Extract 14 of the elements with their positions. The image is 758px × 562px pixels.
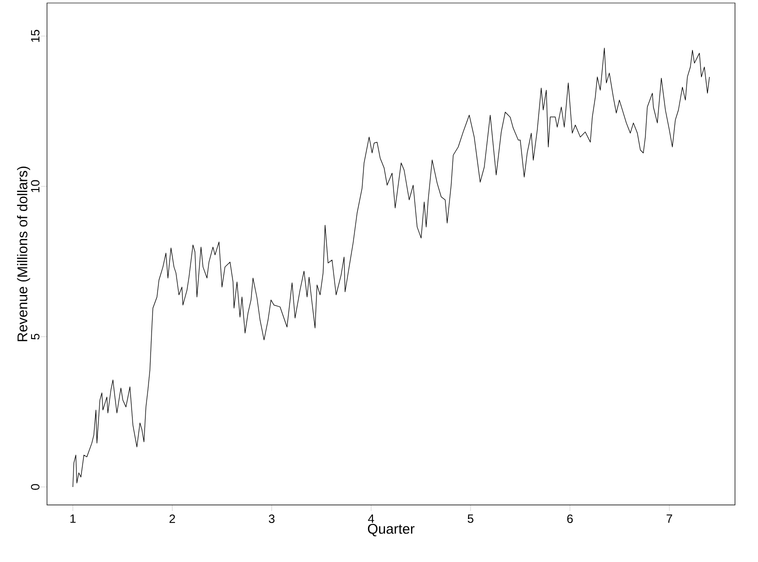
y-axis-title: Revenue (Millions of dollars)	[17, 166, 30, 342]
x-axis-title: Quarter	[368, 524, 415, 536]
y-tick-label: 15	[31, 30, 40, 42]
x-tick-label: 1	[70, 514, 76, 523]
x-tick-label: 7	[666, 514, 672, 523]
x-tick-label: 2	[170, 514, 176, 523]
y-tick-label: 0	[30, 484, 40, 490]
y-tick-label: 10	[30, 180, 40, 192]
x-tick-label: 6	[567, 514, 573, 524]
line-series	[72, 48, 710, 488]
x-tick-label: 3	[268, 514, 275, 524]
y-tick-label: 5	[31, 334, 40, 340]
x-tick-label: 5	[468, 514, 474, 523]
x-tick-label: 4	[368, 514, 374, 523]
